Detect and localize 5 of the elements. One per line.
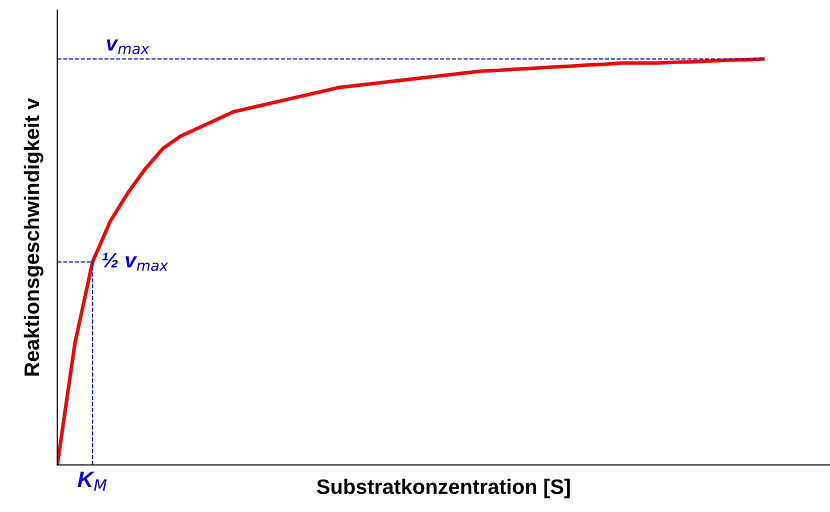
x-axis-title: Substratkonzentration [S] — [316, 478, 570, 498]
ref-line-label: ½ v$_{max}$ — [102, 252, 168, 271]
text: K$_{M}$ — [78, 472, 107, 491]
y-axis-title: Reaktionsgeschwindigkeit v — [24, 98, 44, 376]
ref-line-label: v$_{max}$ — [106, 40, 150, 54]
